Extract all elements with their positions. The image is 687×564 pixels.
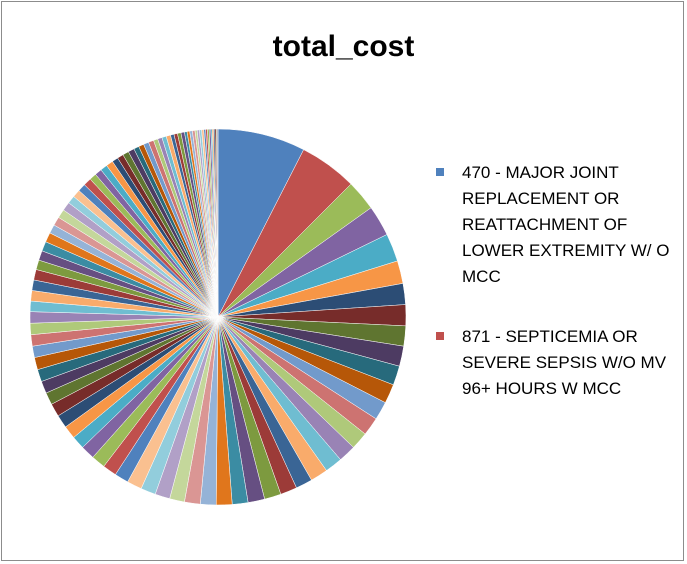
pie-slice-99 bbox=[216, 128, 219, 318]
legend-swatch-871 bbox=[436, 332, 444, 340]
legend-label-470: 470 - MAJOR JOINT REPLACEMENT OR REATTAC… bbox=[462, 163, 670, 286]
legend-entry-871: 871 - SEPTICEMIA OR SEVERE SEPSIS W/O MV… bbox=[436, 324, 676, 402]
legend-swatch-470 bbox=[436, 168, 444, 176]
chart-title: total_cost bbox=[272, 30, 415, 63]
legend-label-871: 871 - SEPTICEMIA OR SEVERE SEPSIS W/O MV… bbox=[462, 327, 667, 398]
legend-entry-470: 470 - MAJOR JOINT REPLACEMENT OR REATTAC… bbox=[436, 160, 676, 290]
